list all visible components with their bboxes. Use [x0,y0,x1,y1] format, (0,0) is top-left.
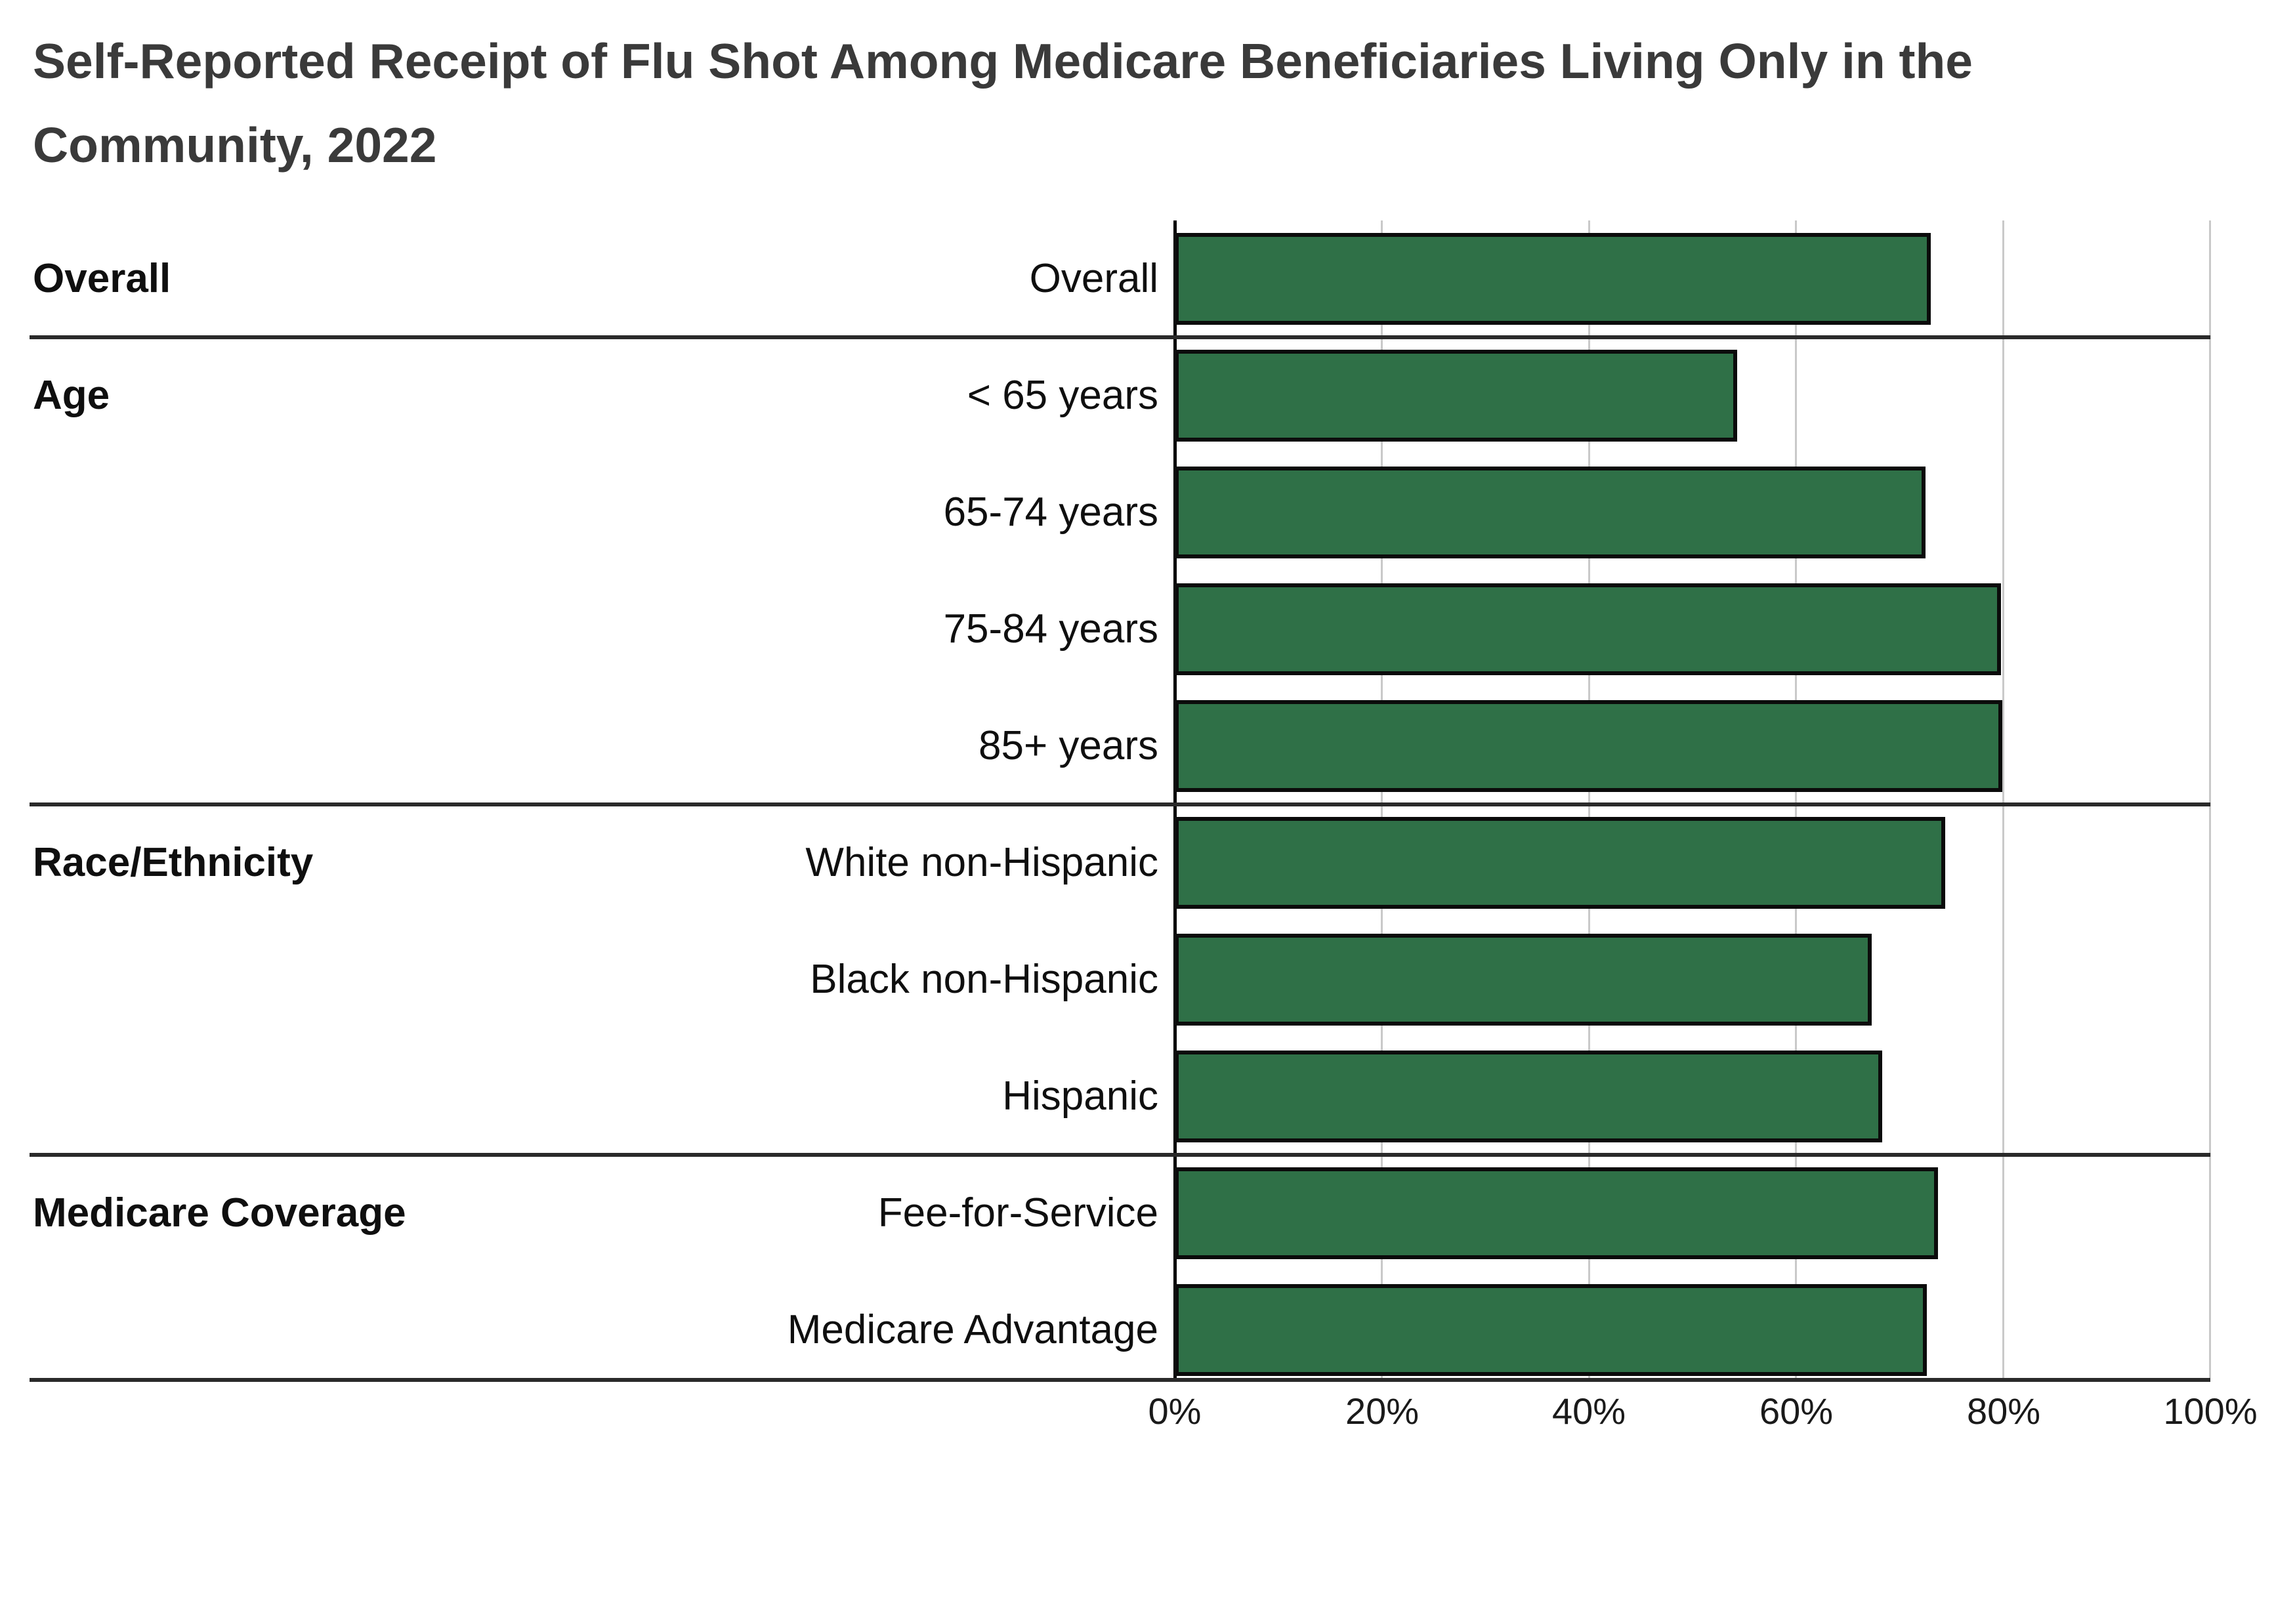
gridline-20pct [1381,220,1383,1378]
bar-under-65 [1175,350,1737,442]
gridline-40pct [1588,220,1590,1378]
tick-label-60pct: 60% [1759,1390,1834,1432]
tick-label-80pct: 80% [1966,1390,2041,1432]
row-label-65-74: 65-74 years [943,489,1158,535]
separator-after-age [30,802,2210,806]
row-label-black-non-hispanic: Black non-Hispanic [810,957,1158,1002]
chart-title: Self-Reported Receipt of Flu Shot Among … [33,33,1973,173]
x-axis-bottom-line [30,1378,2210,1382]
bar-hispanic [1175,1051,1882,1142]
bar-white-non-hispanic [1175,817,1946,909]
separator-after-race [30,1153,2210,1157]
bar-overall [1175,233,1931,325]
bar-65-74 [1175,467,1926,558]
gridline-80pct [2002,220,2004,1378]
bar-medicare-advantage [1175,1284,1927,1376]
tick-label-0pct: 0% [1148,1390,1202,1432]
separator-after-overall [30,335,2210,339]
group-label-race-ethnicity: Race/Ethnicity [33,840,314,885]
group-label-age: Age [33,373,110,418]
row-label-overall: Overall [1029,256,1158,301]
row-label-medicare-advantage: Medicare Advantage [787,1307,1158,1352]
row-label-under-65: < 65 years [967,373,1158,418]
tick-label-20pct: 20% [1345,1390,1420,1432]
bar-75-84 [1175,583,2002,675]
gridline-100pct [2209,220,2211,1378]
gridline-60pct [1795,220,1797,1378]
tick-label-40pct: 40% [1551,1390,1626,1432]
row-label-white-non-hispanic: White non-Hispanic [805,840,1158,885]
group-label-overall: Overall [33,256,171,301]
tick-label-100pct: 100% [2163,1390,2258,1432]
bar-fee-for-service [1175,1167,1938,1259]
row-label-hispanic: Hispanic [1002,1073,1158,1119]
row-label-fee-for-service: Fee-for-Service [877,1190,1158,1236]
group-label-medicare-coverage: Medicare Coverage [33,1190,406,1236]
row-label-75-84: 75-84 years [943,606,1158,652]
row-label-85-plus: 85+ years [978,723,1158,768]
bar-black-non-hispanic [1175,934,1872,1026]
y-axis-line [1173,220,1177,1380]
bar-85-plus [1175,700,2002,792]
